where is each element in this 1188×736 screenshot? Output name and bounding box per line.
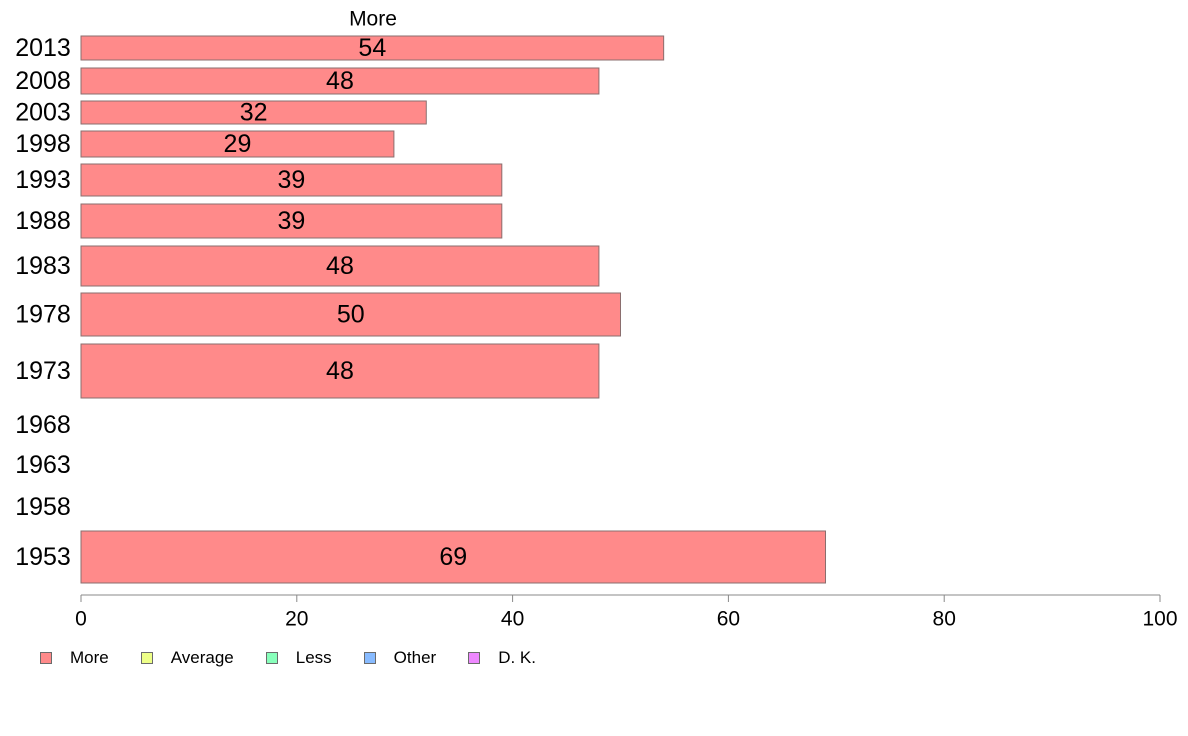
y-tick-label: 2013 <box>15 34 71 62</box>
y-tick-label: 2008 <box>15 67 71 95</box>
data-label: 54 <box>358 34 386 62</box>
bar <box>80 245 600 287</box>
x-tick-label: 80 <box>933 608 956 631</box>
bar <box>80 35 665 61</box>
legend-label: More <box>70 648 109 667</box>
data-label: 48 <box>326 252 354 280</box>
bar <box>80 67 600 95</box>
legend-swatch <box>363 652 376 664</box>
x-tick-label: 0 <box>75 608 87 631</box>
y-tick-label: 1978 <box>15 301 71 329</box>
legend-swatch <box>265 652 278 664</box>
x-tick-label: 40 <box>501 608 524 631</box>
bar <box>80 530 827 584</box>
legend: More Average Less Other D. K. <box>40 648 568 668</box>
chart-title: More <box>349 8 397 31</box>
data-label: 39 <box>277 207 305 235</box>
y-tick-label: 2003 <box>15 99 71 127</box>
x-tick-label: 20 <box>285 608 308 631</box>
data-label: 69 <box>439 543 467 571</box>
y-tick-label: 1993 <box>15 166 71 194</box>
x-tick-label: 100 <box>1142 608 1177 631</box>
y-tick-label: 1963 <box>15 451 71 479</box>
legend-label: D. K. <box>498 648 536 667</box>
data-label: 48 <box>326 67 354 95</box>
bar <box>80 163 503 197</box>
legend-swatch <box>468 652 481 664</box>
bar <box>80 292 621 337</box>
legend-item-less: Less <box>265 648 332 668</box>
y-tick-label: 1953 <box>15 543 71 571</box>
x-tick-label: 60 <box>717 608 740 631</box>
bar <box>80 100 427 125</box>
y-tick-label: 1988 <box>15 207 71 235</box>
bar <box>80 130 395 158</box>
legend-item-other: Other <box>363 648 437 668</box>
data-label: 39 <box>277 166 305 194</box>
bar <box>80 343 600 399</box>
legend-label: Average <box>170 648 234 667</box>
y-tick-label: 1973 <box>15 357 71 385</box>
legend-item-average: Average <box>140 648 234 668</box>
data-label: 29 <box>224 130 252 158</box>
y-tick-label: 1998 <box>15 130 71 158</box>
y-tick-label: 1983 <box>15 252 71 280</box>
legend-item-dk: D. K. <box>468 648 536 668</box>
data-label: 48 <box>326 357 354 385</box>
legend-label: Less <box>295 648 332 667</box>
data-label: 32 <box>240 99 268 127</box>
legend-item-more: More <box>40 648 109 668</box>
legend-label: Other <box>393 648 437 667</box>
legend-swatch <box>40 652 52 664</box>
bar-chart: More 2013 54 2008 48 2003 32 1998 29 1993 39 1988 39… <box>15 8 1177 631</box>
legend-swatch <box>140 652 153 664</box>
bar <box>80 203 503 239</box>
data-label: 50 <box>337 301 365 329</box>
y-tick-label: 1968 <box>15 411 71 439</box>
y-tick-label: 1958 <box>15 493 71 521</box>
